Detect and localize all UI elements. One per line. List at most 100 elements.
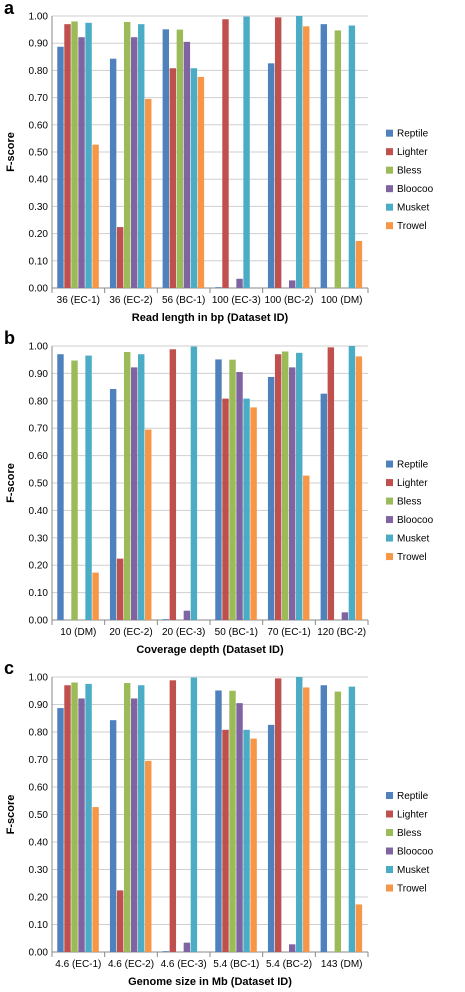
bar-lighter-4 xyxy=(274,17,282,289)
bar-reptile-0 xyxy=(57,46,64,289)
bar-reptile-3 xyxy=(215,287,222,288)
bar-reptile-5 xyxy=(320,24,328,288)
bar-reptile-5 xyxy=(320,393,328,620)
bar-bloocoo-2 xyxy=(183,942,191,952)
bar-reptile-1 xyxy=(109,389,117,620)
bar-lighter-3 xyxy=(222,398,229,620)
chart-panel-a: a 0.00 0.10 0.20 0.30 0.40 0.50 0.60 0.70 0.80 0.9… xyxy=(4,0,434,324)
legend-label-musket: Musket xyxy=(397,865,429,876)
bar-trowel-0 xyxy=(92,807,99,952)
y-axis-title: F-score xyxy=(5,132,17,172)
bar-bloocoo-5 xyxy=(341,612,349,620)
bar-trowel-3 xyxy=(250,407,257,620)
legend-swatch-reptile xyxy=(386,792,393,799)
bar-reptile-4 xyxy=(267,376,275,620)
panel-letter: c xyxy=(4,658,14,678)
y-tick-label: 0.50 xyxy=(29,479,49,490)
y-tick-label: 0.40 xyxy=(29,175,49,186)
bar-lighter-1 xyxy=(116,227,124,288)
bar-bless-3 xyxy=(229,359,236,620)
x-tick-label: 36 (EC-1) xyxy=(57,295,100,306)
y-tick-label: 0.40 xyxy=(29,838,49,849)
y-axis-title: F-score xyxy=(5,463,17,503)
x-tick-label: 100 (BC-2) xyxy=(265,295,314,306)
y-tick-label: 0.60 xyxy=(29,120,49,131)
bar-musket-2 xyxy=(190,68,198,288)
legend: Reptile Lighter Bless Bloocoo Musket Trowel xyxy=(386,129,434,232)
legend: Reptile Lighter Bless Bloocoo Musket Trowel xyxy=(386,460,434,563)
panel-letter: b xyxy=(4,328,15,348)
x-tick-label: 36 (EC-2) xyxy=(109,295,152,306)
bar-reptile-0 xyxy=(57,354,64,620)
y-tick-label: 0.20 xyxy=(29,561,49,572)
y-axis-title: F-score xyxy=(5,795,17,835)
bar-bloocoo-2 xyxy=(183,610,191,620)
y-tick-label: 0.30 xyxy=(29,202,49,213)
bar-bloocoo-2 xyxy=(183,41,191,289)
legend-label-reptile: Reptile xyxy=(397,791,429,802)
bar-musket-0 xyxy=(85,355,92,620)
x-tick-label: 4.6 (EC-2) xyxy=(108,959,154,970)
bar-trowel-4 xyxy=(303,475,310,620)
bar-bless-1 xyxy=(123,21,131,288)
bar-bloocoo-1 xyxy=(131,37,138,288)
bar-trowel-0 xyxy=(92,572,99,620)
bar-lighter-2 xyxy=(169,68,177,288)
legend-swatch-trowel xyxy=(386,884,393,892)
bar-bless-0 xyxy=(71,21,78,288)
bar-reptile-2 xyxy=(162,619,170,620)
y-tick-label: 0.10 xyxy=(29,588,49,599)
bar-bless-0 xyxy=(71,682,78,952)
bar-musket-1 xyxy=(138,685,145,952)
bar-bloocoo-4 xyxy=(289,280,296,288)
bar-musket-4 xyxy=(296,677,303,952)
x-tick-label: 50 (BC-1) xyxy=(215,627,258,638)
legend-swatch-musket xyxy=(386,203,393,211)
bar-trowel-0 xyxy=(92,144,99,288)
bar-musket-1 xyxy=(138,24,145,288)
bar-musket-0 xyxy=(85,683,92,952)
y-tick-label: 0.20 xyxy=(29,229,49,240)
legend-label-trowel: Trowel xyxy=(397,552,427,563)
legend-swatch-musket xyxy=(386,534,393,542)
chart-panel-c: c 0.00 0.10 0.20 0.30 0.40 0.50 0.60 0.70 0.80 0.9… xyxy=(4,658,434,988)
y-tick-label: 0.70 xyxy=(29,424,49,435)
bar-reptile-3 xyxy=(215,690,222,952)
bar-trowel-5 xyxy=(355,240,363,288)
bar-lighter-1 xyxy=(116,890,124,952)
legend-label-trowel: Trowel xyxy=(397,221,427,232)
legend-label-bless: Bless xyxy=(397,828,421,839)
bar-musket-5 xyxy=(348,25,356,289)
bar-musket-5 xyxy=(348,686,356,952)
y-tick-label: 0.80 xyxy=(29,728,49,739)
bar-bloocoo-3 xyxy=(236,278,243,288)
legend-label-lighter: Lighter xyxy=(397,147,428,158)
x-tick-label: 20 (EC-3) xyxy=(162,627,205,638)
bar-reptile-3 xyxy=(215,359,222,620)
legend-label-reptile: Reptile xyxy=(397,460,429,471)
y-tick-label: 0.00 xyxy=(29,284,49,295)
bar-bless-5 xyxy=(334,691,342,952)
bar-lighter-2 xyxy=(169,680,177,952)
legend-swatch-reptile xyxy=(386,129,393,137)
y-tick-label: 0.50 xyxy=(29,148,49,159)
y-tick-label: 0.90 xyxy=(29,369,49,380)
y-tick-label: 0.30 xyxy=(29,533,49,544)
x-tick-label: 100 (EC-3) xyxy=(212,295,261,306)
x-tick-label: 5.4 (BC-1) xyxy=(213,959,259,970)
x-tick-label: 56 (BC-1) xyxy=(162,295,205,306)
bar-trowel-5 xyxy=(355,904,363,952)
legend-swatch-bloocoo xyxy=(386,516,393,524)
legend-label-musket: Musket xyxy=(397,534,429,545)
bar-bless-1 xyxy=(123,352,131,620)
x-tick-label: 5.4 (BC-2) xyxy=(266,959,312,970)
legend-swatch-bloocoo xyxy=(386,847,393,855)
legend-label-bloocoo: Bloocoo xyxy=(397,184,434,195)
bar-musket-1 xyxy=(138,354,145,620)
x-axis-title: Genome size in Mb (Dataset ID) xyxy=(128,976,292,988)
bar-bless-4 xyxy=(281,351,289,620)
bar-reptile-1 xyxy=(109,720,117,952)
y-tick-label: 0.90 xyxy=(29,39,49,50)
bar-trowel-4 xyxy=(303,687,310,952)
